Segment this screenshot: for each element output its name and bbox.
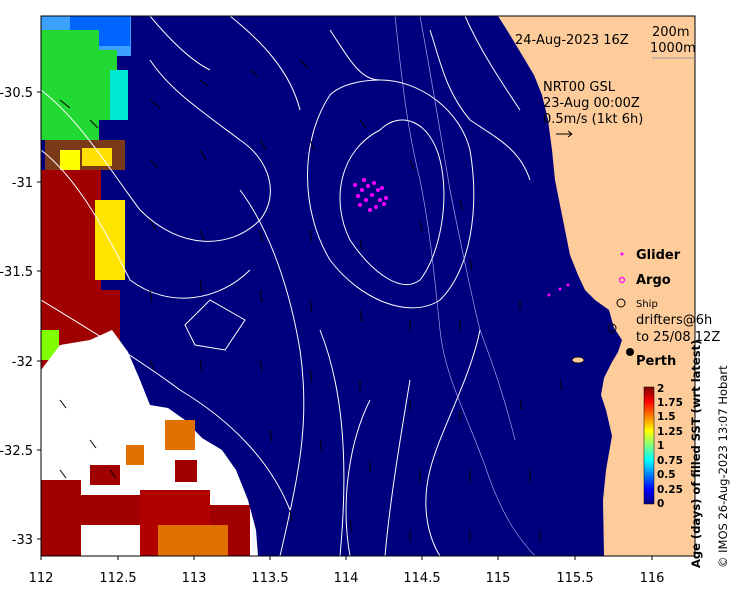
colorbar-label: Age (days) of filled SST (wrt latest)	[689, 340, 703, 568]
x-tick: 115	[486, 571, 511, 586]
colorbar-tick: 0.5	[657, 469, 676, 481]
stale-data-patch-north	[41, 16, 131, 370]
vector-scale-arrow	[556, 130, 573, 138]
stale-data-patch-south	[41, 420, 250, 556]
plot-frame	[40, 15, 696, 557]
x-tick: 116	[640, 571, 665, 586]
glider-dots-east	[547, 283, 570, 297]
colorbar: 2 1.75 1.5 1.25 1 0.75 0.5 0.25 0	[643, 383, 683, 510]
x-tick: 115.5	[556, 571, 593, 586]
x-tick: 112	[29, 571, 54, 586]
colorbar-tick: 1.5	[657, 411, 676, 423]
x-tick: 113	[182, 571, 207, 586]
axis-tick-marks	[37, 91, 653, 560]
isobath-lines	[394, 16, 536, 556]
city-label-perth: Perth	[636, 354, 676, 369]
y-tick: -30.5	[0, 86, 33, 101]
colorbar-tick: 1.25	[657, 426, 683, 438]
y-tick: -32	[12, 355, 33, 370]
isobath-200m-label: 200m	[652, 25, 689, 40]
credit-label: © IMOS 26-Aug-2023 13:07 Hobart	[716, 365, 730, 568]
legend-ship: Ship	[636, 299, 658, 310]
island-outline	[571, 356, 585, 364]
isobath-1000m-label: 1000m	[650, 41, 696, 56]
glider-legend-marker	[620, 252, 624, 256]
contours	[41, 16, 531, 556]
x-tick: 114	[334, 571, 359, 586]
y-axis-labels: -30.5 -31 -31.5 -32 -32.5 -33	[0, 86, 33, 548]
date-label: 24-Aug-2023 16Z	[515, 33, 629, 48]
legend-argo: Argo	[636, 273, 671, 288]
current-vectors	[59, 59, 563, 542]
legend: Glider Argo Ship drifters@6h to 25/08 12…	[616, 248, 720, 369]
ship-marker	[607, 323, 617, 333]
colorbar-tick: 1.75	[657, 397, 683, 409]
product-label: NRT00 GSL	[543, 80, 616, 95]
colorbar-tick: 0	[657, 498, 664, 510]
colorbar-scale	[643, 386, 655, 505]
argo-legend-marker	[618, 276, 626, 284]
legend-drifters: drifters@6h	[636, 313, 712, 328]
x-tick: 114.5	[403, 571, 440, 586]
y-tick: -31.5	[0, 265, 33, 280]
colorbar-tick: 2	[657, 383, 664, 395]
y-tick: -33	[12, 533, 33, 548]
colorbar-tick: 0.75	[657, 455, 683, 467]
colorbar-tick: 1	[657, 440, 664, 452]
glider-track	[353, 178, 388, 212]
x-tick: 113.5	[251, 571, 288, 586]
analysis-time-label: 23-Aug 00:00Z	[543, 96, 640, 111]
y-tick: -32.5	[0, 444, 33, 459]
legend-glider: Glider	[636, 248, 681, 263]
y-tick: -31	[12, 176, 33, 191]
colorbar-tick: 0.25	[657, 484, 683, 496]
perth-marker	[626, 348, 634, 356]
x-tick: 112.5	[99, 571, 136, 586]
legend-drifters-time: to 25/08 12Z	[636, 330, 720, 345]
ship-legend-marker	[616, 298, 626, 308]
vector-scale-label: 0.5m/s (1kt 6h)	[543, 112, 643, 127]
x-axis-labels: 112 112.5 113 113.5 114 114.5 115 115.5 …	[29, 571, 665, 586]
